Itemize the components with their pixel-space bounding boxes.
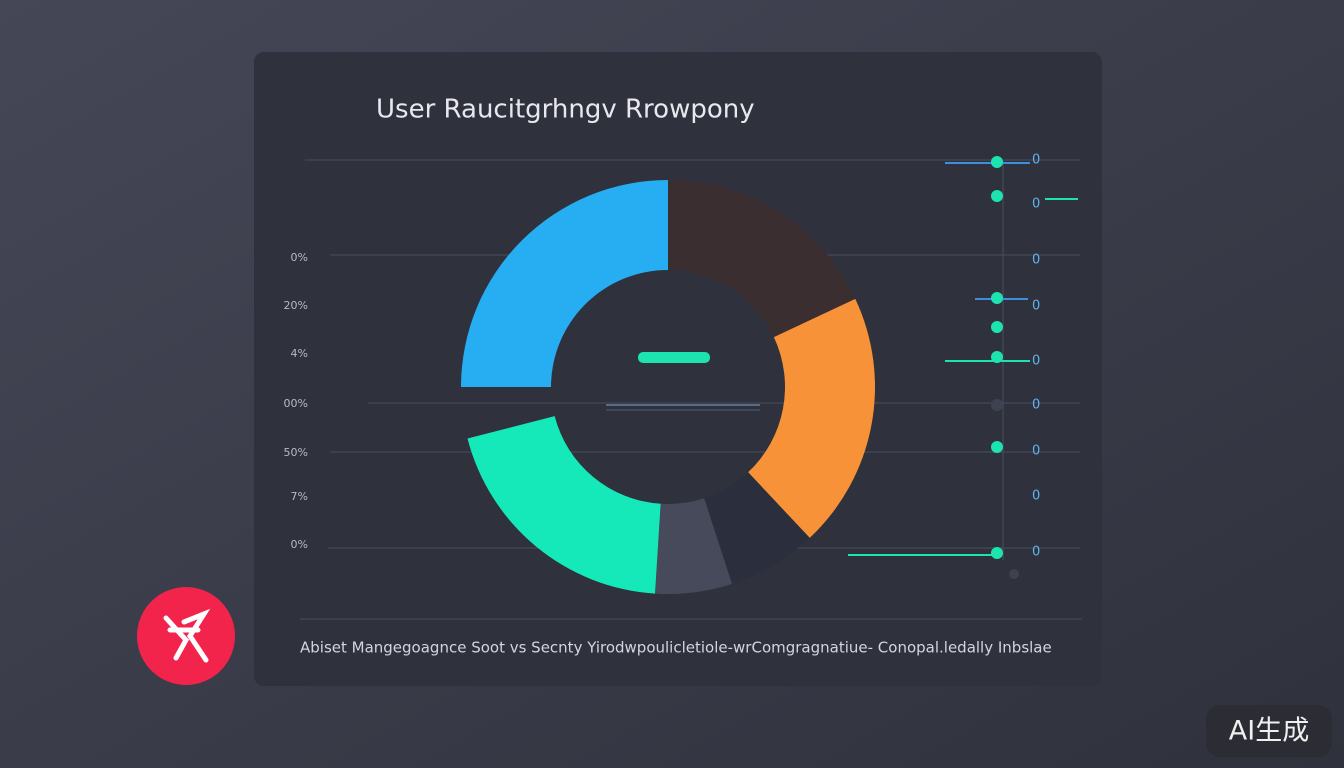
logo-icon xyxy=(163,608,211,663)
y-label: 20% xyxy=(284,299,308,312)
side-label: 0 xyxy=(1032,398,1040,413)
side-label: 0 xyxy=(1032,545,1040,560)
y-label: 50% xyxy=(284,446,308,459)
pin xyxy=(991,156,1003,168)
pin xyxy=(991,547,1003,559)
side-label: 0 xyxy=(1032,444,1040,459)
pin xyxy=(991,399,1003,411)
y-label: 7% xyxy=(291,490,308,503)
y-label: 0% xyxy=(291,538,308,551)
pin xyxy=(991,351,1003,363)
center-bar xyxy=(638,352,710,363)
watermark: AI生成 xyxy=(1229,716,1309,747)
side-marks xyxy=(848,156,1078,579)
panel xyxy=(254,52,1102,686)
pin xyxy=(991,321,1003,333)
chart-title: User Raucitgrhngv Rrowpony xyxy=(376,95,755,125)
logo xyxy=(137,587,235,685)
caption: Abiset Mangegoagnce Soot ⅴs Secnty Yirod… xyxy=(300,639,1052,657)
y-label: 00% xyxy=(284,397,308,410)
pin xyxy=(991,190,1003,202)
side-label: 0 xyxy=(1032,489,1040,504)
y-label: 0% xyxy=(291,251,308,264)
pin xyxy=(1009,569,1019,579)
donut-segment xyxy=(461,180,668,387)
side-label: 0 xyxy=(1032,197,1040,212)
donut-segment xyxy=(668,180,856,338)
donut xyxy=(461,180,875,595)
pin xyxy=(991,441,1003,453)
y-label: 4% xyxy=(291,347,308,360)
side-label: 0 xyxy=(1032,253,1040,268)
side-label: 0 xyxy=(1032,299,1040,314)
donut-segment xyxy=(748,298,875,538)
side-label: 0 xyxy=(1032,153,1040,168)
pin xyxy=(991,292,1003,304)
donut-segment xyxy=(704,472,810,584)
donut-segment xyxy=(655,498,732,595)
side-label: 0 xyxy=(1032,354,1040,369)
donut-segment xyxy=(467,416,661,594)
watermark-box xyxy=(1206,705,1332,757)
